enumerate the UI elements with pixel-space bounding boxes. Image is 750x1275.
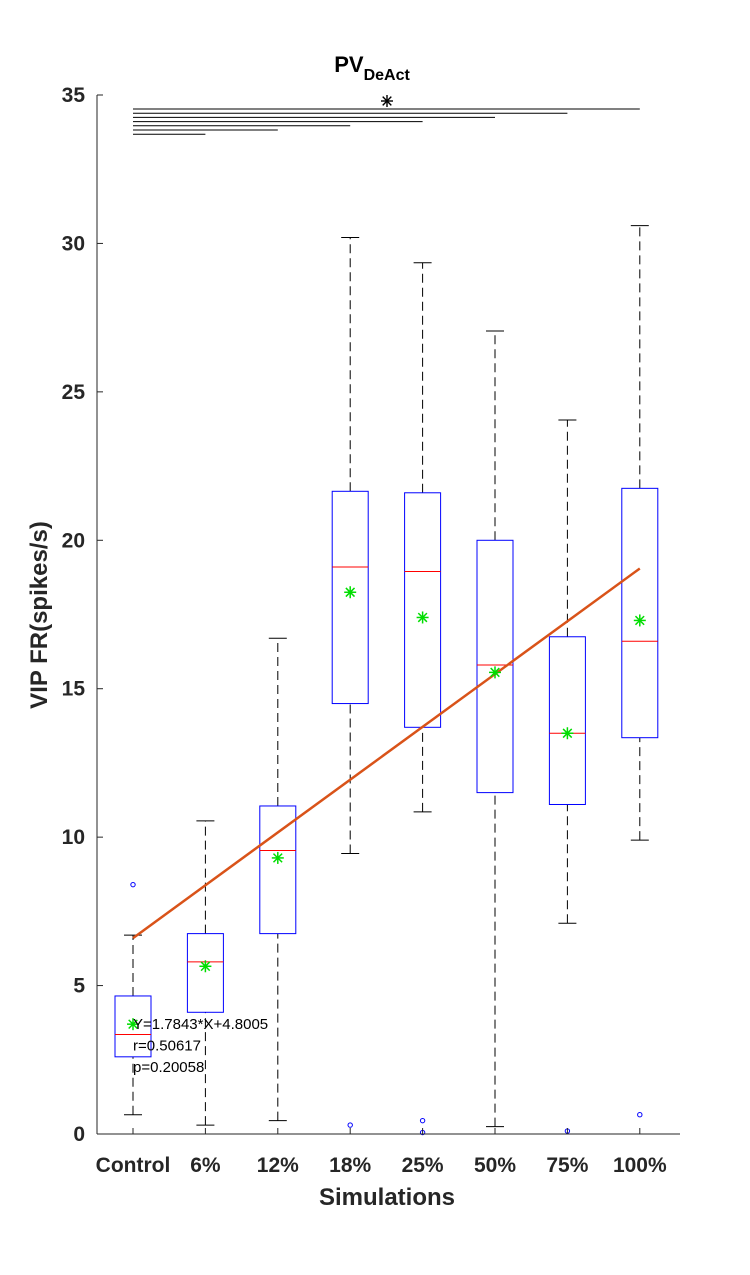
x-axis-label: Simulations — [319, 1184, 455, 1211]
asterisk-d2 — [382, 96, 392, 106]
box-iqr — [548, 636, 586, 805]
box-3 — [259, 637, 297, 1122]
box-1 — [114, 881, 152, 1116]
x-tick-label: 50% — [474, 1154, 516, 1177]
mean-marker-d2 — [562, 728, 573, 739]
mean-marker — [344, 586, 357, 599]
outlier-point — [347, 1122, 353, 1128]
box-8 — [621, 225, 659, 1118]
box-iqr — [186, 933, 224, 1013]
chart-title: PVDeAct — [334, 52, 410, 84]
chart-title-main: PV — [334, 52, 364, 77]
x-tick-label: 25% — [402, 1154, 444, 1177]
regression-line — [132, 567, 641, 940]
x-tick-label: 6% — [190, 1154, 221, 1177]
mean-marker-d2 — [490, 667, 500, 678]
mean-marker — [561, 727, 574, 740]
mean-marker-d2 — [345, 587, 356, 598]
y-tick-label: 5 — [73, 975, 85, 998]
mean-marker-d2 — [200, 961, 211, 972]
y-tick-label: 35 — [62, 84, 86, 107]
y-tick-label: 15 — [62, 678, 86, 701]
significance-asterisk — [381, 95, 393, 107]
box-iqr — [476, 539, 514, 794]
mean-marker-d2 — [272, 853, 283, 863]
x-tick-label: 100% — [613, 1154, 667, 1177]
stats-annotation: Y=1.7843*X+4.8005 — [133, 1016, 268, 1033]
mean-marker — [127, 1018, 139, 1031]
plot-area: Y=1.7843*X+4.8005 r=0.50617 p=0.20058 — [114, 225, 659, 1136]
mean-marker — [416, 611, 429, 624]
box-iqr — [259, 805, 297, 935]
y-axis-label: VIP FR(spikes/s) — [26, 521, 53, 709]
y-tick-label: 10 — [62, 826, 85, 849]
y-tick-label: 0 — [73, 1123, 85, 1146]
outlier-point — [637, 1112, 643, 1118]
x-tick-label: 18% — [329, 1154, 371, 1177]
box-2 — [186, 820, 224, 1126]
chart-title-subscript: DeAct — [364, 67, 411, 84]
y-tick-label: 30 — [62, 232, 85, 255]
x-tick-label: 12% — [257, 1154, 299, 1177]
y-tick-label: 20 — [62, 529, 85, 552]
mean-marker-d2 — [634, 615, 645, 626]
box-5 — [404, 262, 442, 1136]
mean-marker-d2 — [417, 612, 428, 623]
box-iqr — [404, 492, 442, 728]
mean-marker-d2 — [128, 1019, 138, 1030]
outlier-point — [419, 1117, 426, 1124]
x-tick-label: 75% — [546, 1154, 588, 1177]
y-tick-label: 25 — [62, 381, 86, 404]
stats-annotation: r=0.50617 — [133, 1038, 201, 1055]
x-tick-label: Control — [96, 1154, 171, 1177]
box-7 — [548, 419, 586, 1134]
significance-layer — [133, 95, 640, 135]
outlier-point — [130, 881, 136, 888]
mean-marker — [633, 614, 646, 627]
box-6 — [476, 330, 514, 1128]
stats-annotation: p=0.20058 — [133, 1059, 204, 1076]
box-iqr — [621, 487, 659, 739]
box-iqr — [114, 995, 152, 1058]
axes: 0 5 10 15 20 25 30 35 Control 6% 12% 18% 25% 50% 75% 10… — [62, 84, 680, 1177]
mean-marker — [489, 666, 501, 679]
box-iqr — [331, 490, 369, 705]
mean-marker — [271, 851, 284, 864]
box-4 — [331, 236, 369, 1128]
mean-marker — [199, 960, 212, 973]
